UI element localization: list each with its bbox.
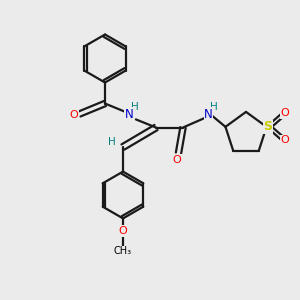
Text: O: O <box>172 154 182 165</box>
Text: S: S <box>263 120 272 133</box>
Text: O: O <box>118 226 127 236</box>
Text: O: O <box>281 108 290 118</box>
Text: H: H <box>210 102 218 112</box>
Text: CH₃: CH₃ <box>114 246 132 256</box>
Text: N: N <box>204 107 213 121</box>
Text: O: O <box>70 110 79 121</box>
Text: N: N <box>124 107 134 121</box>
Text: O: O <box>281 135 290 145</box>
Text: H: H <box>108 136 116 147</box>
Text: H: H <box>131 102 139 112</box>
